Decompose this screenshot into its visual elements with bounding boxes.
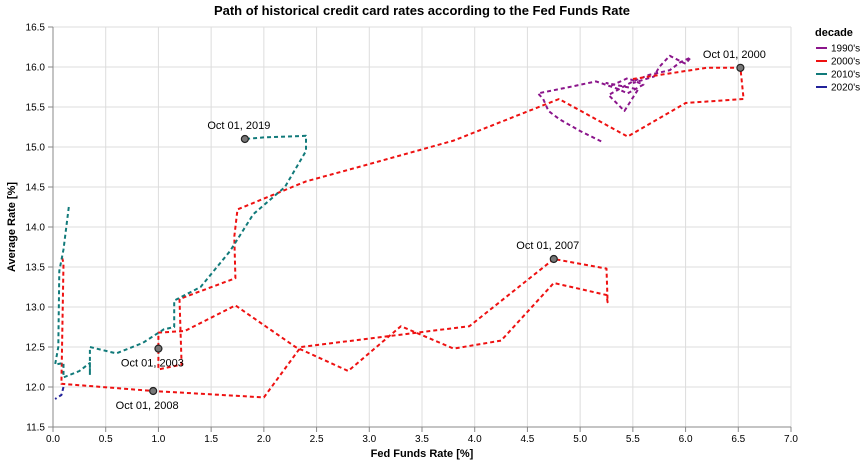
axes: 0.0 0.5 1.0 1.5 2.0 2.5 3.0 3.5 4.0 4.5 5.0 5.5 6.0 6… (26, 23, 799, 446)
legend-label: 2000's (831, 57, 860, 68)
y-tick-label: 14.0 (26, 223, 46, 234)
annotation-marker (240, 134, 249, 144)
x-tick-label: 0.0 (46, 434, 60, 445)
x-tick-label: 6.5 (731, 434, 745, 445)
y-tick-label: 13.5 (26, 263, 46, 274)
series-layer (54, 54, 745, 400)
legend-entries: 1990's 2000's 2010's 2020's (816, 44, 860, 94)
x-tick-label: 7.0 (784, 434, 798, 445)
y-tick-label: 16.0 (26, 63, 46, 74)
legend-label: 1990's (831, 44, 860, 55)
annotation-label: Oct 01, 2000 (703, 49, 766, 61)
y-tick-label: 16.5 (26, 23, 46, 34)
series-line-0 (537, 54, 692, 143)
x-tick-label: 2.5 (310, 434, 324, 445)
annotation-layer: Oct 01, 2000 Oct 01, 2019 Oct 01, 2007 Oct … (116, 49, 766, 412)
legend-title: decade (815, 27, 853, 39)
chart-title: Path of historical credit card rates acc… (214, 3, 630, 18)
x-tick-label: 1.0 (151, 434, 165, 445)
x-tick-label: 3.5 (415, 434, 429, 445)
annotation-marker (549, 254, 558, 264)
x-tick-label: 5.0 (573, 434, 587, 445)
x-tick-label: 4.5 (520, 434, 534, 445)
y-tick-label: 11.5 (26, 423, 45, 434)
annotation-marker (736, 63, 745, 72)
y-tick-label: 15.0 (26, 143, 46, 154)
x-tick-label: 3.0 (362, 434, 376, 445)
annotation-label: Oct 01, 2008 (116, 400, 179, 412)
x-tick-label: 1.5 (204, 434, 218, 445)
x-tick-label: 5.5 (626, 434, 640, 445)
annotation-marker (154, 344, 163, 353)
y-tick-label: 12.0 (26, 383, 46, 394)
annotation-label: Oct 01, 2019 (207, 120, 270, 132)
series-line-3 (54, 386, 65, 400)
x-tick-label: 4.0 (468, 434, 482, 445)
legend: decade 1990's 2000's 2010's 2020's (815, 27, 860, 94)
x-tick-label: 6.0 (679, 434, 693, 445)
y-tick-label: 15.5 (26, 103, 46, 114)
annotation-marker (149, 386, 158, 396)
annotation-label: Oct 01, 2007 (516, 240, 579, 252)
grid (52, 26, 792, 428)
annotation-label: Oct 01, 2003 (121, 358, 184, 370)
y-tick-label: 13.0 (26, 303, 46, 314)
x-tick-label: 0.5 (99, 434, 113, 445)
legend-label: 2020's (831, 83, 860, 94)
x-axis-title: Fed Funds Rate [%] (371, 448, 474, 460)
y-tick-label: 12.5 (26, 343, 46, 354)
y-axis-title: Average Rate [%] (6, 182, 18, 272)
series-line-2 (54, 134, 307, 379)
legend-label: 2010's (831, 70, 860, 81)
y-tick-label: 14.5 (26, 183, 46, 194)
series-line-1 (60, 66, 745, 399)
x-tick-label: 2.0 (257, 434, 271, 445)
